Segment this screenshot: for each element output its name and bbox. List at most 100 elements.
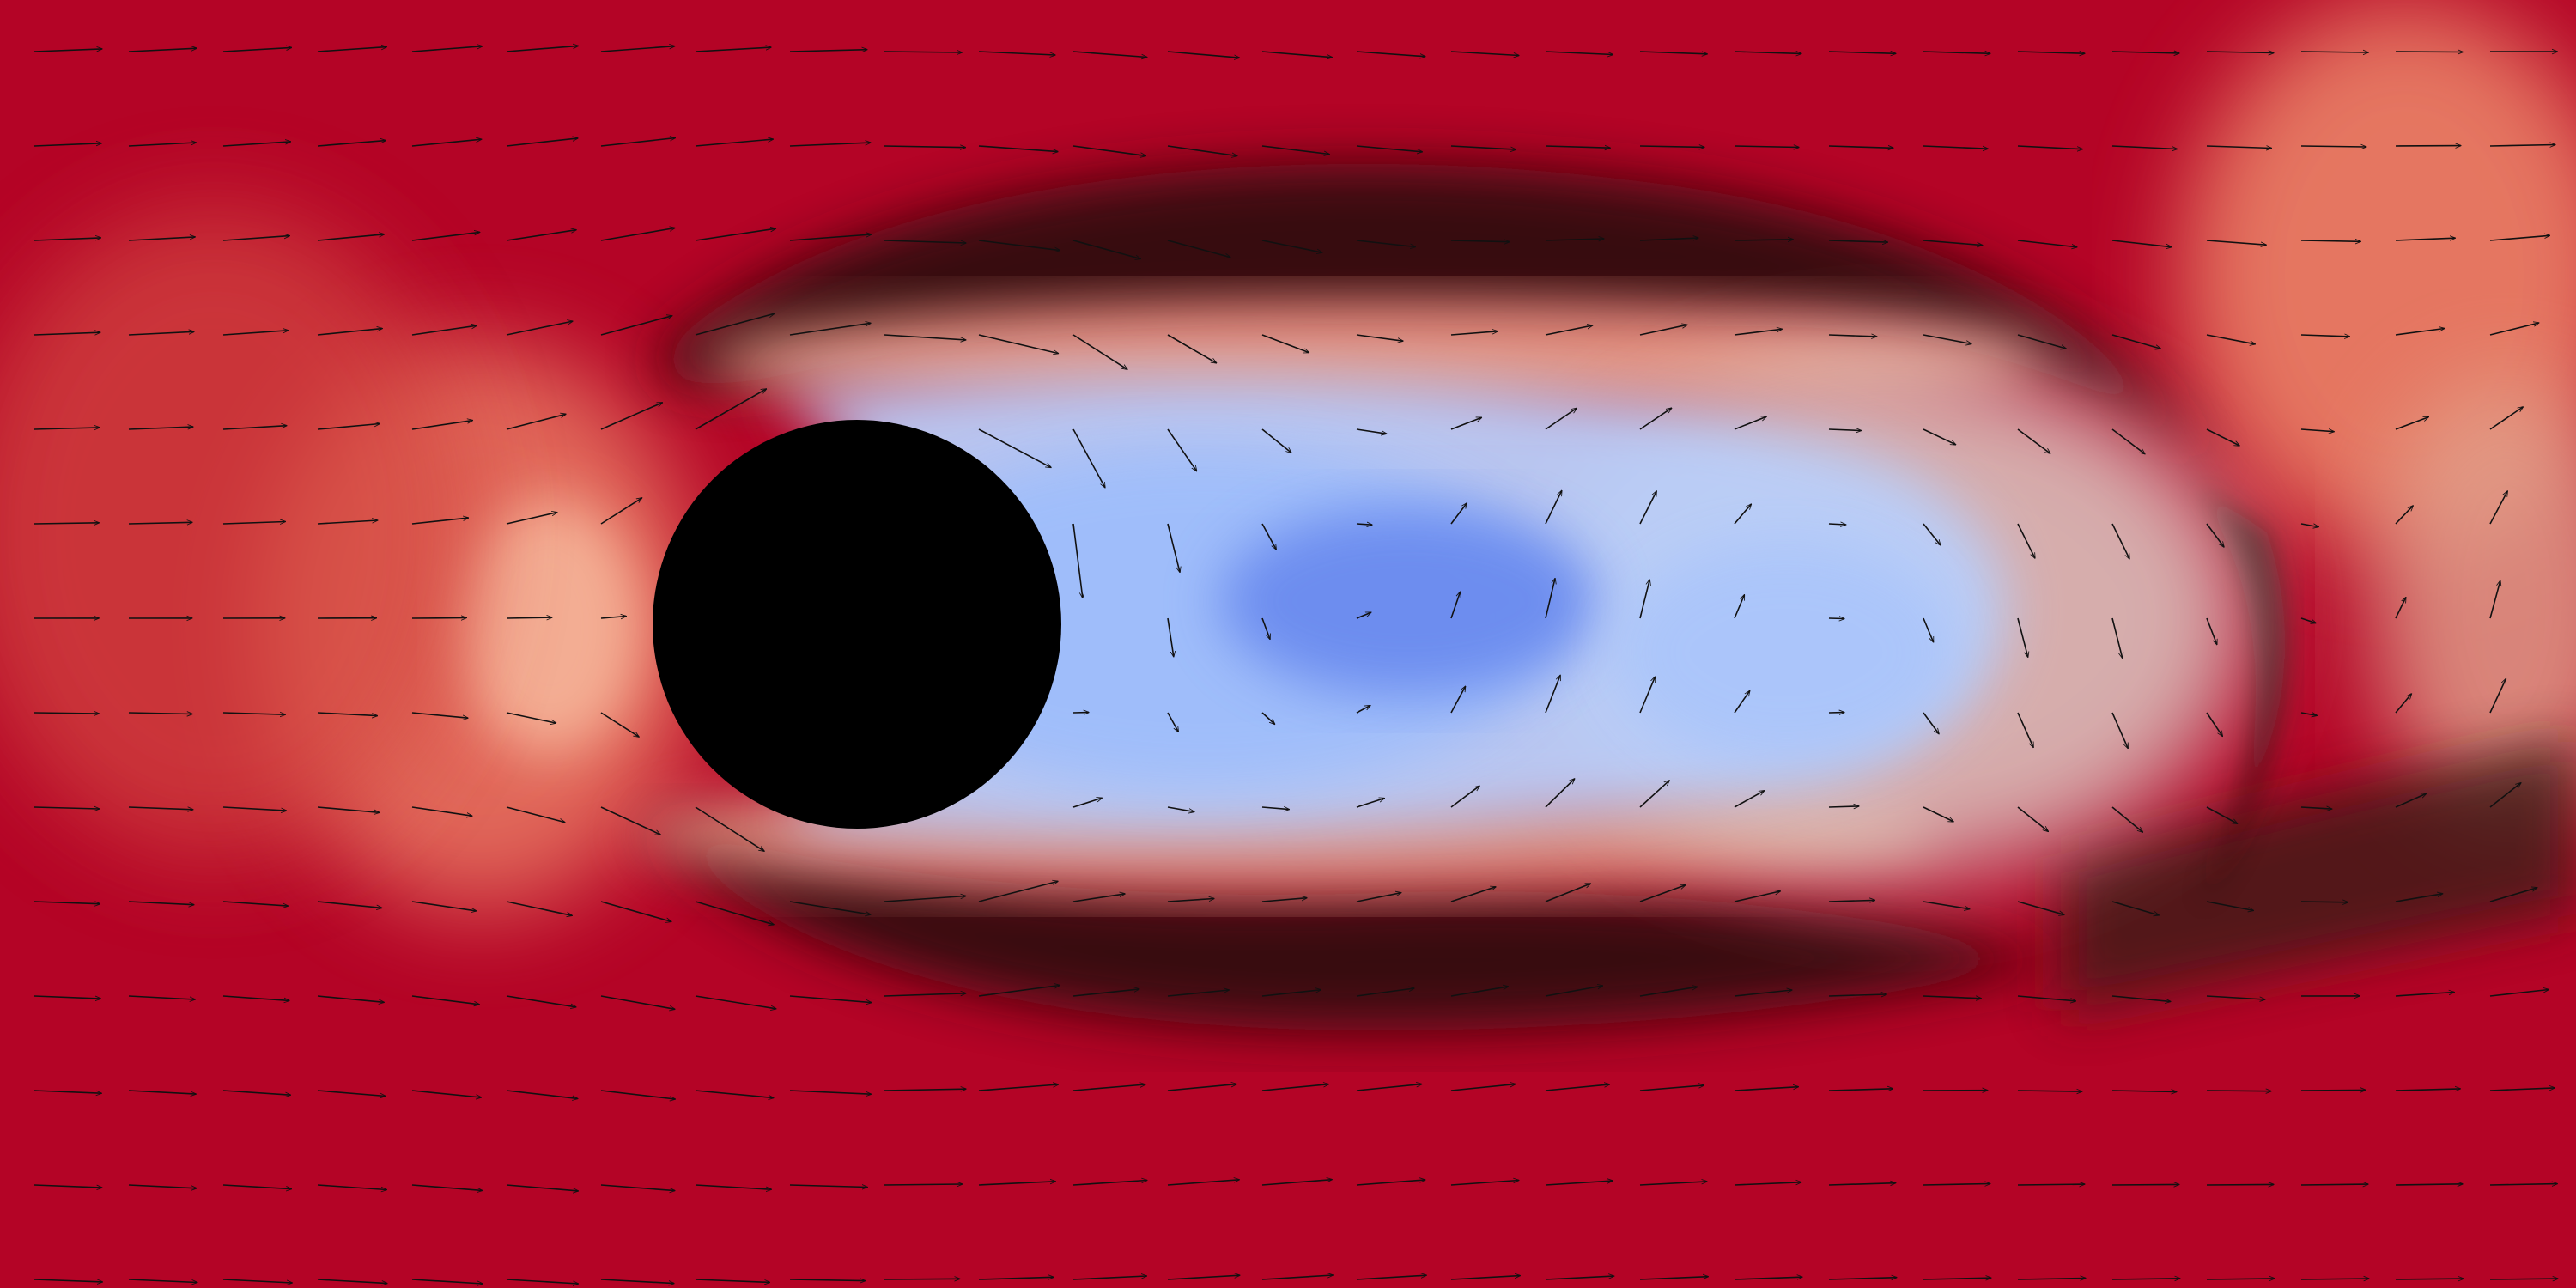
- velocity-arrow: [1261, 807, 1289, 810]
- velocity-arrow: [1450, 987, 1509, 997]
- velocity-arrow: [2395, 506, 2413, 525]
- velocity-arrow: [128, 1184, 197, 1188]
- velocity-arrow: [1450, 686, 1466, 714]
- velocity-arrow: [1167, 240, 1230, 258]
- velocity-arrow: [33, 428, 100, 429]
- velocity-arrow: [600, 138, 675, 147]
- velocity-arrow: [2489, 235, 2549, 241]
- velocity-arrow: [222, 522, 285, 525]
- velocity-arrow: [1450, 592, 1461, 619]
- velocity-arrow: [1923, 901, 1970, 909]
- velocity-arrow: [33, 1090, 101, 1093]
- velocity-arrow: [222, 713, 285, 714]
- velocity-arrow: [1545, 779, 1575, 808]
- velocity-arrow: [1639, 781, 1669, 808]
- velocity-arrow: [506, 1090, 578, 1098]
- velocity-arrow: [1923, 523, 1941, 545]
- velocity-arrow: [33, 1279, 102, 1282]
- velocity-arrow: [2489, 1184, 2557, 1185]
- velocity-arrow: [1923, 1184, 1990, 1186]
- velocity-arrow: [411, 325, 477, 336]
- velocity-arrow: [695, 1279, 770, 1282]
- velocity-arrow: [1167, 334, 1217, 363]
- velocity-arrow: [222, 1184, 291, 1189]
- velocity-arrow: [1167, 712, 1178, 732]
- velocity-arrow: [2017, 806, 2048, 831]
- velocity-arrow: [2395, 329, 2445, 336]
- velocity-arrow: [317, 234, 385, 241]
- velocity-arrow: [1923, 995, 1981, 999]
- velocity-arrow: [506, 46, 578, 52]
- velocity-arrow: [600, 228, 675, 241]
- velocity-arrow: [1923, 334, 1971, 344]
- velocity-arrow: [2206, 1184, 2274, 1185]
- velocity-arrow: [411, 995, 479, 1005]
- velocity-arrow: [2017, 995, 2076, 1001]
- velocity-arrow: [2489, 323, 2539, 336]
- velocity-arrow: [2017, 523, 2035, 558]
- velocity-arrow: [1545, 1181, 1613, 1186]
- velocity-arrow: [411, 46, 483, 52]
- velocity-arrow: [2300, 240, 2360, 241]
- velocity-arrow: [1734, 329, 1782, 336]
- velocity-arrow: [411, 901, 477, 911]
- velocity-arrow: [789, 901, 871, 914]
- velocity-arrow: [1545, 1084, 1610, 1091]
- velocity-arrow: [2111, 428, 2145, 454]
- velocity-arrow: [2300, 429, 2334, 432]
- velocity-arrow: [1167, 617, 1174, 657]
- velocity-arrow: [1734, 52, 1801, 53]
- velocity-arrow: [2489, 580, 2500, 619]
- velocity-arrow: [2395, 598, 2406, 619]
- velocity-arrow: [2300, 617, 2316, 623]
- velocity-arrow: [1167, 806, 1194, 811]
- velocity-arrow: [2017, 1184, 2085, 1185]
- velocity-arrow: [2111, 523, 2129, 559]
- velocity-arrow: [1450, 331, 1498, 336]
- velocity-arrow: [411, 421, 472, 430]
- wake-secondary-core: [1614, 541, 1958, 764]
- velocity-arrow: [600, 402, 662, 430]
- velocity-arrow: [978, 986, 1060, 997]
- velocity-arrow: [2017, 52, 2085, 53]
- velocity-arrow: [317, 141, 386, 147]
- velocity-arrow: [1923, 1278, 1991, 1279]
- velocity-arrow: [222, 995, 289, 1000]
- velocity-arrow: [1639, 408, 1672, 430]
- velocity-arrow: [1072, 334, 1127, 369]
- velocity-arrow: [1828, 618, 1844, 619]
- velocity-arrow: [222, 47, 292, 52]
- velocity-arrow: [1261, 1084, 1328, 1091]
- velocity-arrow: [1923, 52, 1990, 53]
- velocity-arrow: [1450, 1181, 1519, 1186]
- velocity-arrow: [411, 1279, 483, 1284]
- velocity-arrow: [1639, 146, 1704, 147]
- velocity-arrow: [506, 138, 578, 147]
- velocity-arrow: [1261, 145, 1329, 155]
- velocity-arrow: [1261, 990, 1321, 997]
- velocity-arrow: [695, 389, 767, 430]
- velocity-arrow: [1356, 145, 1422, 152]
- velocity-arrow: [506, 321, 573, 336]
- velocity-arrow: [1261, 51, 1332, 58]
- velocity-arrow: [33, 523, 99, 524]
- velocity-arrow: [1734, 791, 1765, 808]
- velocity-arrow: [695, 313, 775, 336]
- velocity-arrow: [317, 806, 380, 812]
- velocity-arrow: [884, 334, 966, 340]
- velocity-arrow: [1167, 899, 1214, 902]
- velocity-arrow: [1734, 990, 1792, 997]
- velocity-arrow: [222, 806, 287, 811]
- velocity-arrow: [2300, 523, 2318, 527]
- velocity-arrow: [1545, 408, 1577, 430]
- velocity-arrow: [33, 238, 100, 241]
- velocity-arrow: [411, 1184, 483, 1190]
- velocity-arrow: [1828, 1278, 1897, 1279]
- velocity-arrow: [1356, 988, 1414, 997]
- velocity-arrow: [2300, 1090, 2366, 1091]
- velocity-arrow: [789, 1279, 866, 1281]
- velocity-arrow: [222, 426, 287, 430]
- velocity-arrow: [317, 1184, 386, 1190]
- velocity-arrow: [1734, 891, 1780, 902]
- velocity-arrow: [884, 146, 966, 148]
